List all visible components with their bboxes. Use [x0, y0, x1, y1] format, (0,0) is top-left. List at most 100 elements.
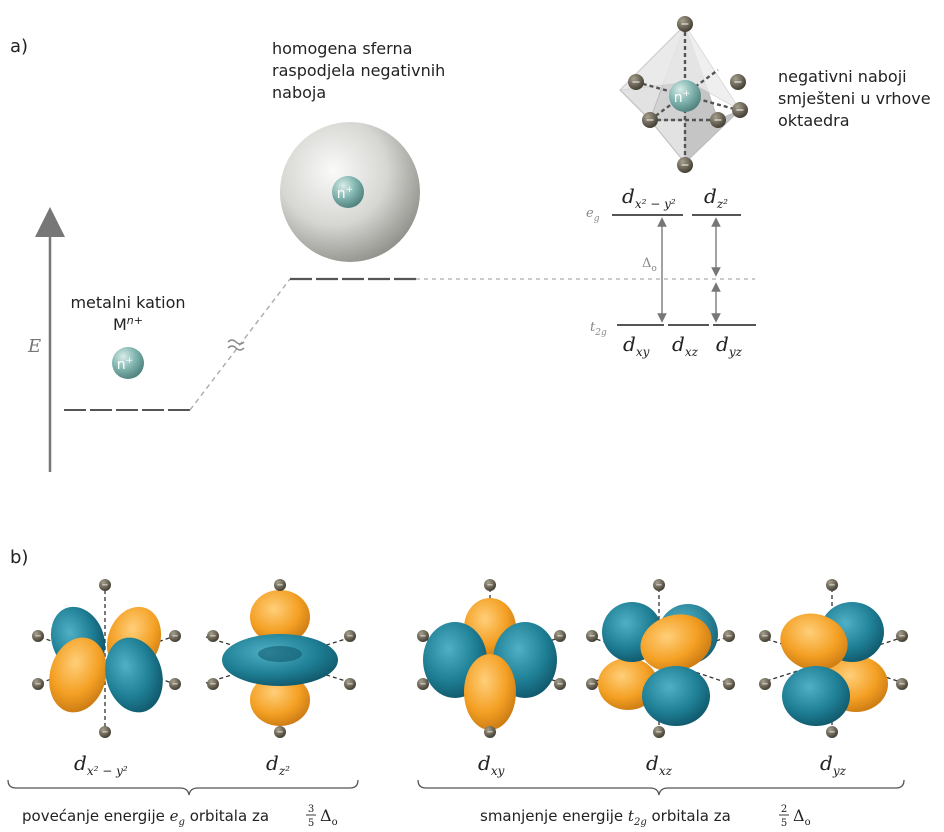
svg-text:−: − [419, 679, 426, 689]
orbital-ligands: − − − − − − − − − − − − − − − − − − − − − − − − − − − − − − [32, 579, 908, 738]
svg-text:−: − [346, 631, 353, 641]
svg-text:−: − [34, 631, 41, 641]
energy-axis-label: E [27, 336, 41, 357]
orbital-ligand: − [32, 678, 44, 690]
svg-text:−: − [828, 580, 835, 590]
svg-text:−: − [645, 114, 654, 127]
svg-text:−: − [209, 631, 216, 641]
t2g-term-label: t2g [590, 320, 607, 338]
svg-text:−: − [898, 631, 905, 641]
octahedron-ligands: −− −− −−− [628, 16, 748, 173]
svg-text:−: − [171, 631, 178, 641]
orbital-dyz [759, 588, 905, 730]
svg-text:−: − [276, 580, 283, 590]
octahedron-ligand: − [642, 112, 658, 128]
orbital-ligand: − [586, 678, 598, 690]
eg-delta: Δo [320, 806, 338, 828]
orbital-label-dxz: dxz [646, 751, 673, 778]
orbital-label-dyz: dyz [820, 751, 847, 778]
t2g-frac-num: 2 [781, 804, 787, 815]
svg-text:−: − [346, 679, 353, 689]
t2g-label-dxz: dxz [672, 332, 699, 359]
orbital-dz2 [205, 588, 353, 730]
orbital-ligand: − [653, 579, 665, 591]
octahedron: n+ [618, 23, 741, 165]
orbital-ligand: − [484, 579, 496, 591]
svg-text:−: − [588, 631, 595, 641]
svg-text:n+: n+ [117, 356, 133, 373]
svg-text:−: − [725, 631, 732, 641]
sphere-caption-line3: naboja [272, 83, 326, 102]
orbital-ligand: − [344, 630, 356, 642]
t2g-frac-den: 5 [781, 818, 787, 829]
svg-text:−: − [680, 159, 689, 172]
t2g-delta: Δo [793, 806, 811, 828]
orbital-ligand: − [344, 678, 356, 690]
svg-text:−: − [631, 76, 640, 89]
orbital-ligand: − [554, 630, 566, 642]
svg-text:−: − [34, 679, 41, 689]
svg-text:−: − [276, 727, 283, 737]
axis-break-symbol [227, 339, 245, 351]
eg-brace [7, 779, 359, 796]
t2g-brace [417, 779, 905, 796]
t2g-orbital-labels: dxy dxz dyz [623, 332, 743, 359]
sphere-caption-line2: raspodjela negativnih [272, 61, 445, 80]
svg-text:−: − [761, 679, 768, 689]
orbital-ligand: − [99, 726, 111, 738]
svg-text:−: − [171, 679, 178, 689]
orbital-ligand: − [484, 726, 496, 738]
part-a-label: a) [10, 36, 28, 57]
orbital-ligand: − [723, 678, 735, 690]
octahedron-caption-line1: negativni naboji [778, 67, 907, 86]
orbital-ligand: − [759, 630, 771, 642]
svg-text:−: − [725, 679, 732, 689]
orbital-dx2y2 [39, 590, 173, 728]
cation-ion: n+ [112, 347, 144, 379]
eg-frac-num: 3 [308, 804, 314, 815]
svg-text:−: − [655, 580, 662, 590]
svg-text:−: − [209, 679, 216, 689]
svg-text:−: − [680, 18, 689, 31]
t2g-label-dxy: dxy [623, 332, 650, 359]
orbital-ligand: − [207, 678, 219, 690]
orbital-ligand: − [274, 579, 286, 591]
orbital-ligand: − [99, 579, 111, 591]
charge-sphere: n+ [280, 122, 420, 262]
orbital-label-dxy: dxy [478, 751, 505, 778]
orbital-ligand: − [32, 630, 44, 642]
svg-text:−: − [556, 631, 563, 641]
eg-label-dx2y2: dx² − y² [622, 184, 676, 211]
svg-text:−: − [588, 679, 595, 689]
orbital-ligand: − [653, 726, 665, 738]
t2g-caption: smanjenje energije t2g orbitala za [480, 807, 731, 828]
eg-term-label: eg [586, 206, 600, 224]
svg-text:−: − [713, 114, 722, 127]
orbital-ligand: − [417, 630, 429, 642]
eg-label-dz2: dz² [704, 184, 728, 211]
octahedron-ligand: − [732, 102, 748, 118]
svg-text:−: − [898, 679, 905, 689]
eg-orbital-labels: dx² − y² dz² [622, 184, 728, 211]
sphere-caption-line1: homogena sferna [272, 39, 412, 58]
orbital-ligand: − [759, 678, 771, 690]
orbital-label-dz2: dz² [266, 751, 290, 778]
eg-frac-den: 5 [308, 818, 314, 829]
cation-caption: metalni kation [70, 293, 185, 312]
svg-text:−: − [486, 580, 493, 590]
orbital-ligand: − [207, 630, 219, 642]
orbital-ligand: − [896, 630, 908, 642]
svg-text:n+: n+ [674, 89, 690, 106]
svg-text:n+: n+ [337, 185, 353, 202]
cation-formula: Mn+ [113, 314, 143, 334]
svg-text:−: − [419, 631, 426, 641]
svg-text:−: − [486, 727, 493, 737]
octahedron-ligand: − [677, 16, 693, 32]
octahedron-caption-line2: smješteni u vrhove [778, 89, 931, 108]
orbital-ligand: − [169, 678, 181, 690]
octahedron-ligand: − [677, 157, 693, 173]
octahedron-ligand: − [730, 74, 746, 90]
orbital-ligand: − [586, 630, 598, 642]
orbital-ligand: − [554, 678, 566, 690]
orbital-ligand: − [826, 579, 838, 591]
